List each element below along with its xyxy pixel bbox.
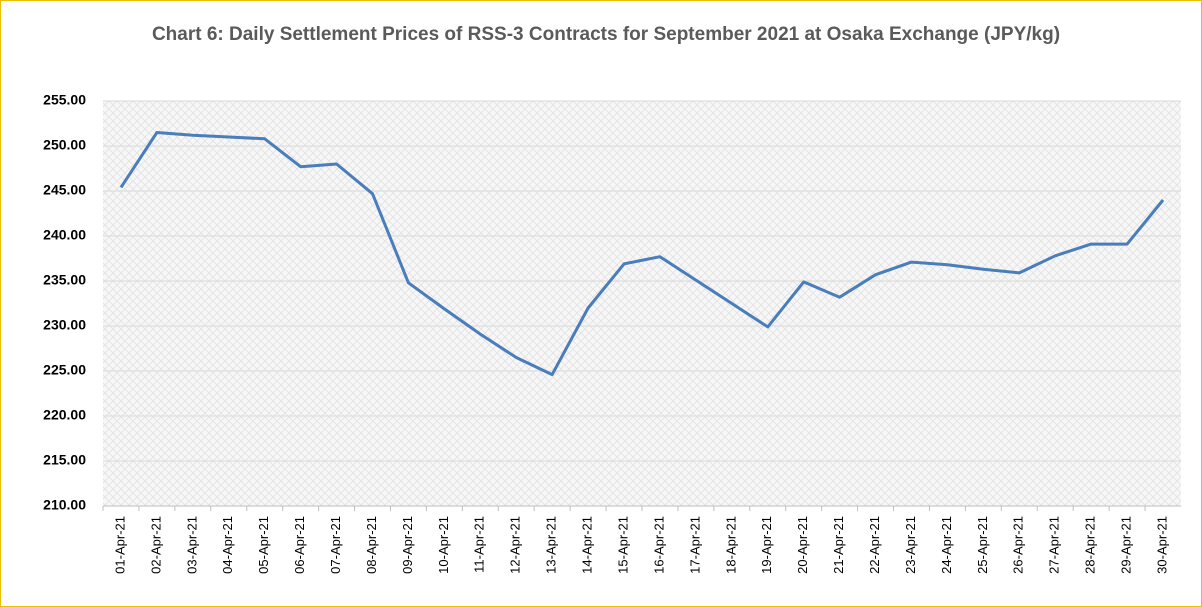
x-tick-label: 20-Apr-21 (795, 516, 810, 574)
x-tick-label: 09-Apr-21 (400, 516, 415, 574)
x-tick-label: 10-Apr-21 (436, 516, 451, 574)
y-tick-label: 245.00 (43, 182, 86, 198)
x-tick-label: 24-Apr-21 (939, 516, 954, 574)
chart-title: Chart 6: Daily Settlement Prices of RSS-… (151, 24, 1061, 45)
x-tick-label: 05-Apr-21 (256, 516, 271, 574)
y-tick-label: 220.00 (43, 407, 86, 423)
plot-area (103, 101, 1181, 506)
y-tick-label: 210.00 (43, 497, 86, 513)
x-tick-label: 27-Apr-21 (1047, 516, 1062, 574)
x-tick-label: 15-Apr-21 (615, 516, 630, 574)
x-tick-label: 12-Apr-21 (508, 516, 523, 574)
x-tick-label: 30-Apr-21 (1154, 516, 1169, 574)
y-tick-label: 255.00 (43, 92, 86, 108)
y-tick-label: 240.00 (43, 227, 86, 243)
x-tick-label: 19-Apr-21 (759, 516, 774, 574)
series-line (119, 131, 1165, 377)
x-tick-label: 06-Apr-21 (292, 516, 307, 574)
x-tick-label: 11-Apr-21 (472, 516, 487, 573)
x-tick-label: 23-Apr-21 (903, 516, 918, 574)
x-tick-label: 07-Apr-21 (328, 516, 343, 574)
x-tick-label: 08-Apr-21 (364, 516, 379, 574)
x-tick-label: 26-Apr-21 (1011, 516, 1026, 574)
x-tick-label: 14-Apr-21 (580, 516, 595, 574)
x-tick-label: 21-Apr-21 (831, 516, 846, 574)
x-tick-label: 28-Apr-21 (1083, 516, 1098, 574)
y-tick-label: 235.00 (43, 272, 86, 288)
y-tick-label: 230.00 (43, 317, 86, 333)
x-tick-label: 17-Apr-21 (687, 516, 702, 574)
x-tick-label: 25-Apr-21 (975, 516, 990, 574)
y-tick-label: 215.00 (43, 452, 86, 468)
x-tick-label: 01-Apr-21 (112, 516, 127, 574)
y-tick-label: 225.00 (43, 362, 86, 378)
x-tick-label: 18-Apr-21 (723, 516, 738, 574)
x-tick-label: 29-Apr-21 (1119, 516, 1134, 574)
x-tick-label: 22-Apr-21 (867, 516, 882, 574)
x-tick-label: 16-Apr-21 (651, 516, 666, 574)
x-tick-label: 03-Apr-21 (184, 516, 199, 574)
x-tick-label: 13-Apr-21 (544, 516, 559, 574)
y-tick-label: 250.00 (43, 137, 86, 153)
x-tick-label: 02-Apr-21 (148, 516, 163, 574)
x-tick-label: 04-Apr-21 (220, 516, 235, 574)
